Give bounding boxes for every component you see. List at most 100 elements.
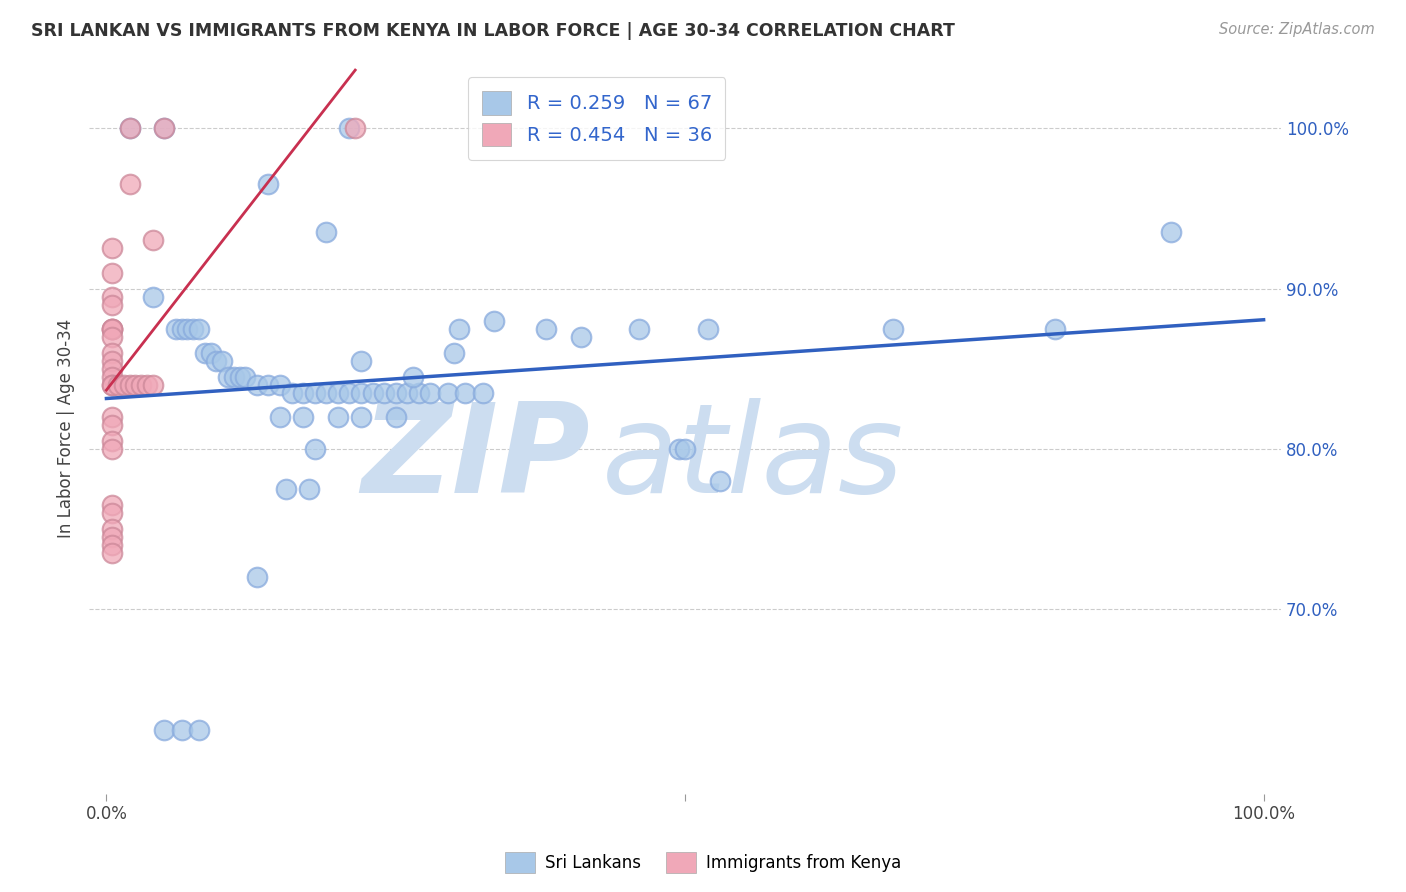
Point [101, 417, 124, 432]
Point [373, 385, 395, 400]
Point [361, 385, 384, 400]
Point [384, 409, 406, 424]
Point [269, 377, 291, 392]
Point [228, 369, 250, 384]
Point [118, 121, 141, 136]
Point [304, 385, 326, 400]
Point [315, 385, 337, 400]
Point [176, 321, 198, 335]
Point [482, 313, 505, 327]
Point [298, 482, 321, 496]
Point [101, 442, 124, 456]
Point [280, 385, 302, 400]
Point [673, 442, 696, 456]
Point [101, 369, 124, 384]
Point [112, 377, 135, 392]
Point [1045, 321, 1067, 335]
Point [217, 369, 239, 384]
Point [211, 353, 233, 368]
Point [101, 434, 124, 448]
Point [101, 297, 124, 311]
Point [396, 385, 419, 400]
Point [101, 498, 124, 512]
Point [101, 321, 124, 335]
Legend: R = 0.259   N = 67, R = 0.454   N = 36: R = 0.259 N = 67, R = 0.454 N = 36 [468, 78, 725, 160]
Point [882, 321, 904, 335]
Point [124, 377, 146, 392]
Point [107, 377, 129, 392]
Point [292, 409, 315, 424]
Point [419, 385, 441, 400]
Point [233, 369, 256, 384]
Point [454, 385, 477, 400]
Point [443, 345, 465, 359]
Point [246, 377, 269, 392]
Point [101, 538, 124, 552]
Point [101, 530, 124, 544]
Text: Source: ZipAtlas.com: Source: ZipAtlas.com [1219, 22, 1375, 37]
Point [142, 289, 165, 303]
Point [274, 482, 297, 496]
Point [408, 385, 430, 400]
Point [292, 385, 315, 400]
Point [339, 385, 361, 400]
Point [181, 321, 204, 335]
Point [1160, 226, 1182, 240]
Point [326, 409, 349, 424]
Point [449, 321, 471, 335]
Point [350, 409, 373, 424]
Point [534, 321, 557, 335]
Point [142, 377, 165, 392]
Point [153, 723, 176, 737]
Point [222, 369, 245, 384]
Point [101, 353, 124, 368]
Point [257, 178, 280, 192]
Point [668, 442, 690, 456]
Point [436, 385, 458, 400]
Point [170, 723, 193, 737]
Point [384, 385, 406, 400]
Point [246, 570, 269, 584]
Point [165, 321, 187, 335]
Point [402, 369, 425, 384]
Point [136, 377, 159, 392]
Point [188, 321, 211, 335]
Text: SRI LANKAN VS IMMIGRANTS FROM KENYA IN LABOR FORCE | AGE 30-34 CORRELATION CHART: SRI LANKAN VS IMMIGRANTS FROM KENYA IN L… [31, 22, 955, 40]
Point [101, 506, 124, 520]
Point [205, 353, 228, 368]
Point [350, 385, 373, 400]
Point [344, 121, 367, 136]
Point [304, 442, 326, 456]
Point [257, 377, 280, 392]
Point [101, 329, 124, 343]
Point [101, 546, 124, 560]
Point [118, 178, 141, 192]
Point [101, 266, 124, 280]
Text: atlas: atlas [602, 398, 904, 518]
Y-axis label: In Labor Force | Age 30-34: In Labor Force | Age 30-34 [58, 319, 75, 539]
Point [709, 474, 731, 488]
Point [697, 321, 720, 335]
Point [101, 361, 124, 376]
Point [569, 329, 592, 343]
Point [627, 321, 650, 335]
Legend: Sri Lankans, Immigrants from Kenya: Sri Lankans, Immigrants from Kenya [498, 846, 908, 880]
Point [101, 242, 124, 256]
Point [326, 385, 349, 400]
Point [101, 345, 124, 359]
Point [471, 385, 494, 400]
Point [101, 321, 124, 335]
Point [350, 353, 373, 368]
Text: ZIP: ZIP [361, 398, 589, 518]
Point [129, 377, 152, 392]
Point [101, 409, 124, 424]
Point [269, 409, 291, 424]
Point [101, 289, 124, 303]
Point [339, 121, 361, 136]
Point [153, 121, 176, 136]
Point [101, 321, 124, 335]
Point [142, 234, 165, 248]
Point [118, 121, 141, 136]
Point [153, 121, 176, 136]
Point [170, 321, 193, 335]
